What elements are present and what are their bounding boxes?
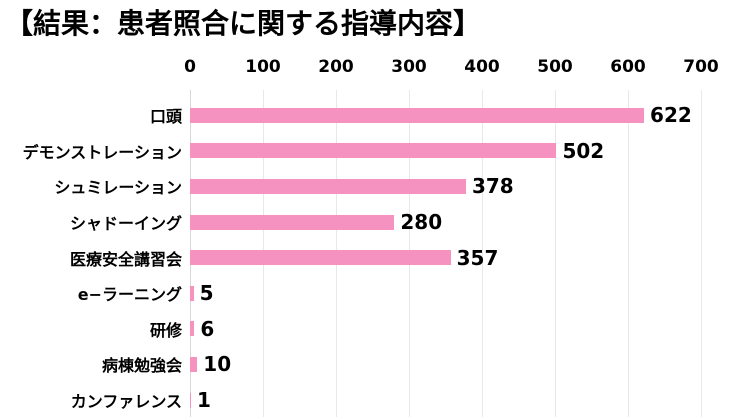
bar: [190, 285, 194, 301]
bar: [190, 321, 195, 337]
chart-title: 【結果：患者照合に関する指導内容】: [5, 7, 482, 40]
category-label: 病棟勉強会: [101, 356, 182, 376]
chart-row: 研修 6: [0, 311, 730, 347]
category-label: デモンストレーション: [22, 142, 182, 162]
x-axis-tick-label: 700: [683, 57, 719, 77]
x-axis-tick-label: 300: [391, 57, 427, 77]
value-label: 502: [562, 138, 605, 163]
gridline: [628, 90, 629, 417]
value-label: 280: [400, 210, 443, 235]
value-label: 6: [200, 316, 215, 341]
gridline: [701, 90, 702, 417]
category-label: 医療安全講習会: [69, 249, 182, 269]
value-label: 5: [199, 281, 214, 306]
category-label: 研修: [149, 320, 182, 340]
value-label: 622: [650, 103, 692, 128]
chart-row: 病棟勉強会 10: [0, 347, 730, 383]
category-label: シャドーイング: [69, 214, 182, 234]
x-axis-tick-label: 600: [610, 57, 646, 77]
gridline: [482, 90, 483, 417]
value-label: 378: [471, 174, 514, 199]
value-label: 1: [197, 388, 211, 413]
value-label: 357: [456, 245, 499, 270]
x-axis-tick-label: 200: [318, 57, 354, 77]
chart-row: シャドーイング 280: [0, 204, 730, 240]
bar: [190, 178, 466, 194]
chart-row: シュミレーション 378: [0, 169, 730, 205]
x-axis-tick-label: 100: [245, 57, 281, 77]
chart-row: カンファレンス 1: [0, 382, 730, 418]
bar: [190, 250, 451, 266]
x-axis-tick-label: 0: [184, 57, 196, 77]
chart-row: e−ラーニング 5: [0, 276, 730, 312]
category-label: シュミレーション: [54, 178, 182, 198]
chart-row: 口頭 622: [0, 98, 730, 134]
chart-row: デモンストレーション 502: [0, 133, 730, 169]
x-axis-tick-label: 500: [537, 57, 573, 77]
bar: [190, 107, 645, 123]
bar: [190, 392, 191, 408]
chart-row: 医療安全講習会 357: [0, 240, 730, 276]
bar: [190, 143, 557, 159]
category-label: 口頭: [149, 107, 182, 127]
category-label: カンファレンス: [70, 392, 182, 412]
value-label: 10: [203, 352, 232, 377]
x-axis-tick-label: 400: [464, 57, 500, 77]
bar: [190, 214, 395, 230]
bar: [190, 356, 198, 372]
gridline: [555, 90, 556, 417]
category-label: e−ラーニング: [77, 285, 182, 305]
